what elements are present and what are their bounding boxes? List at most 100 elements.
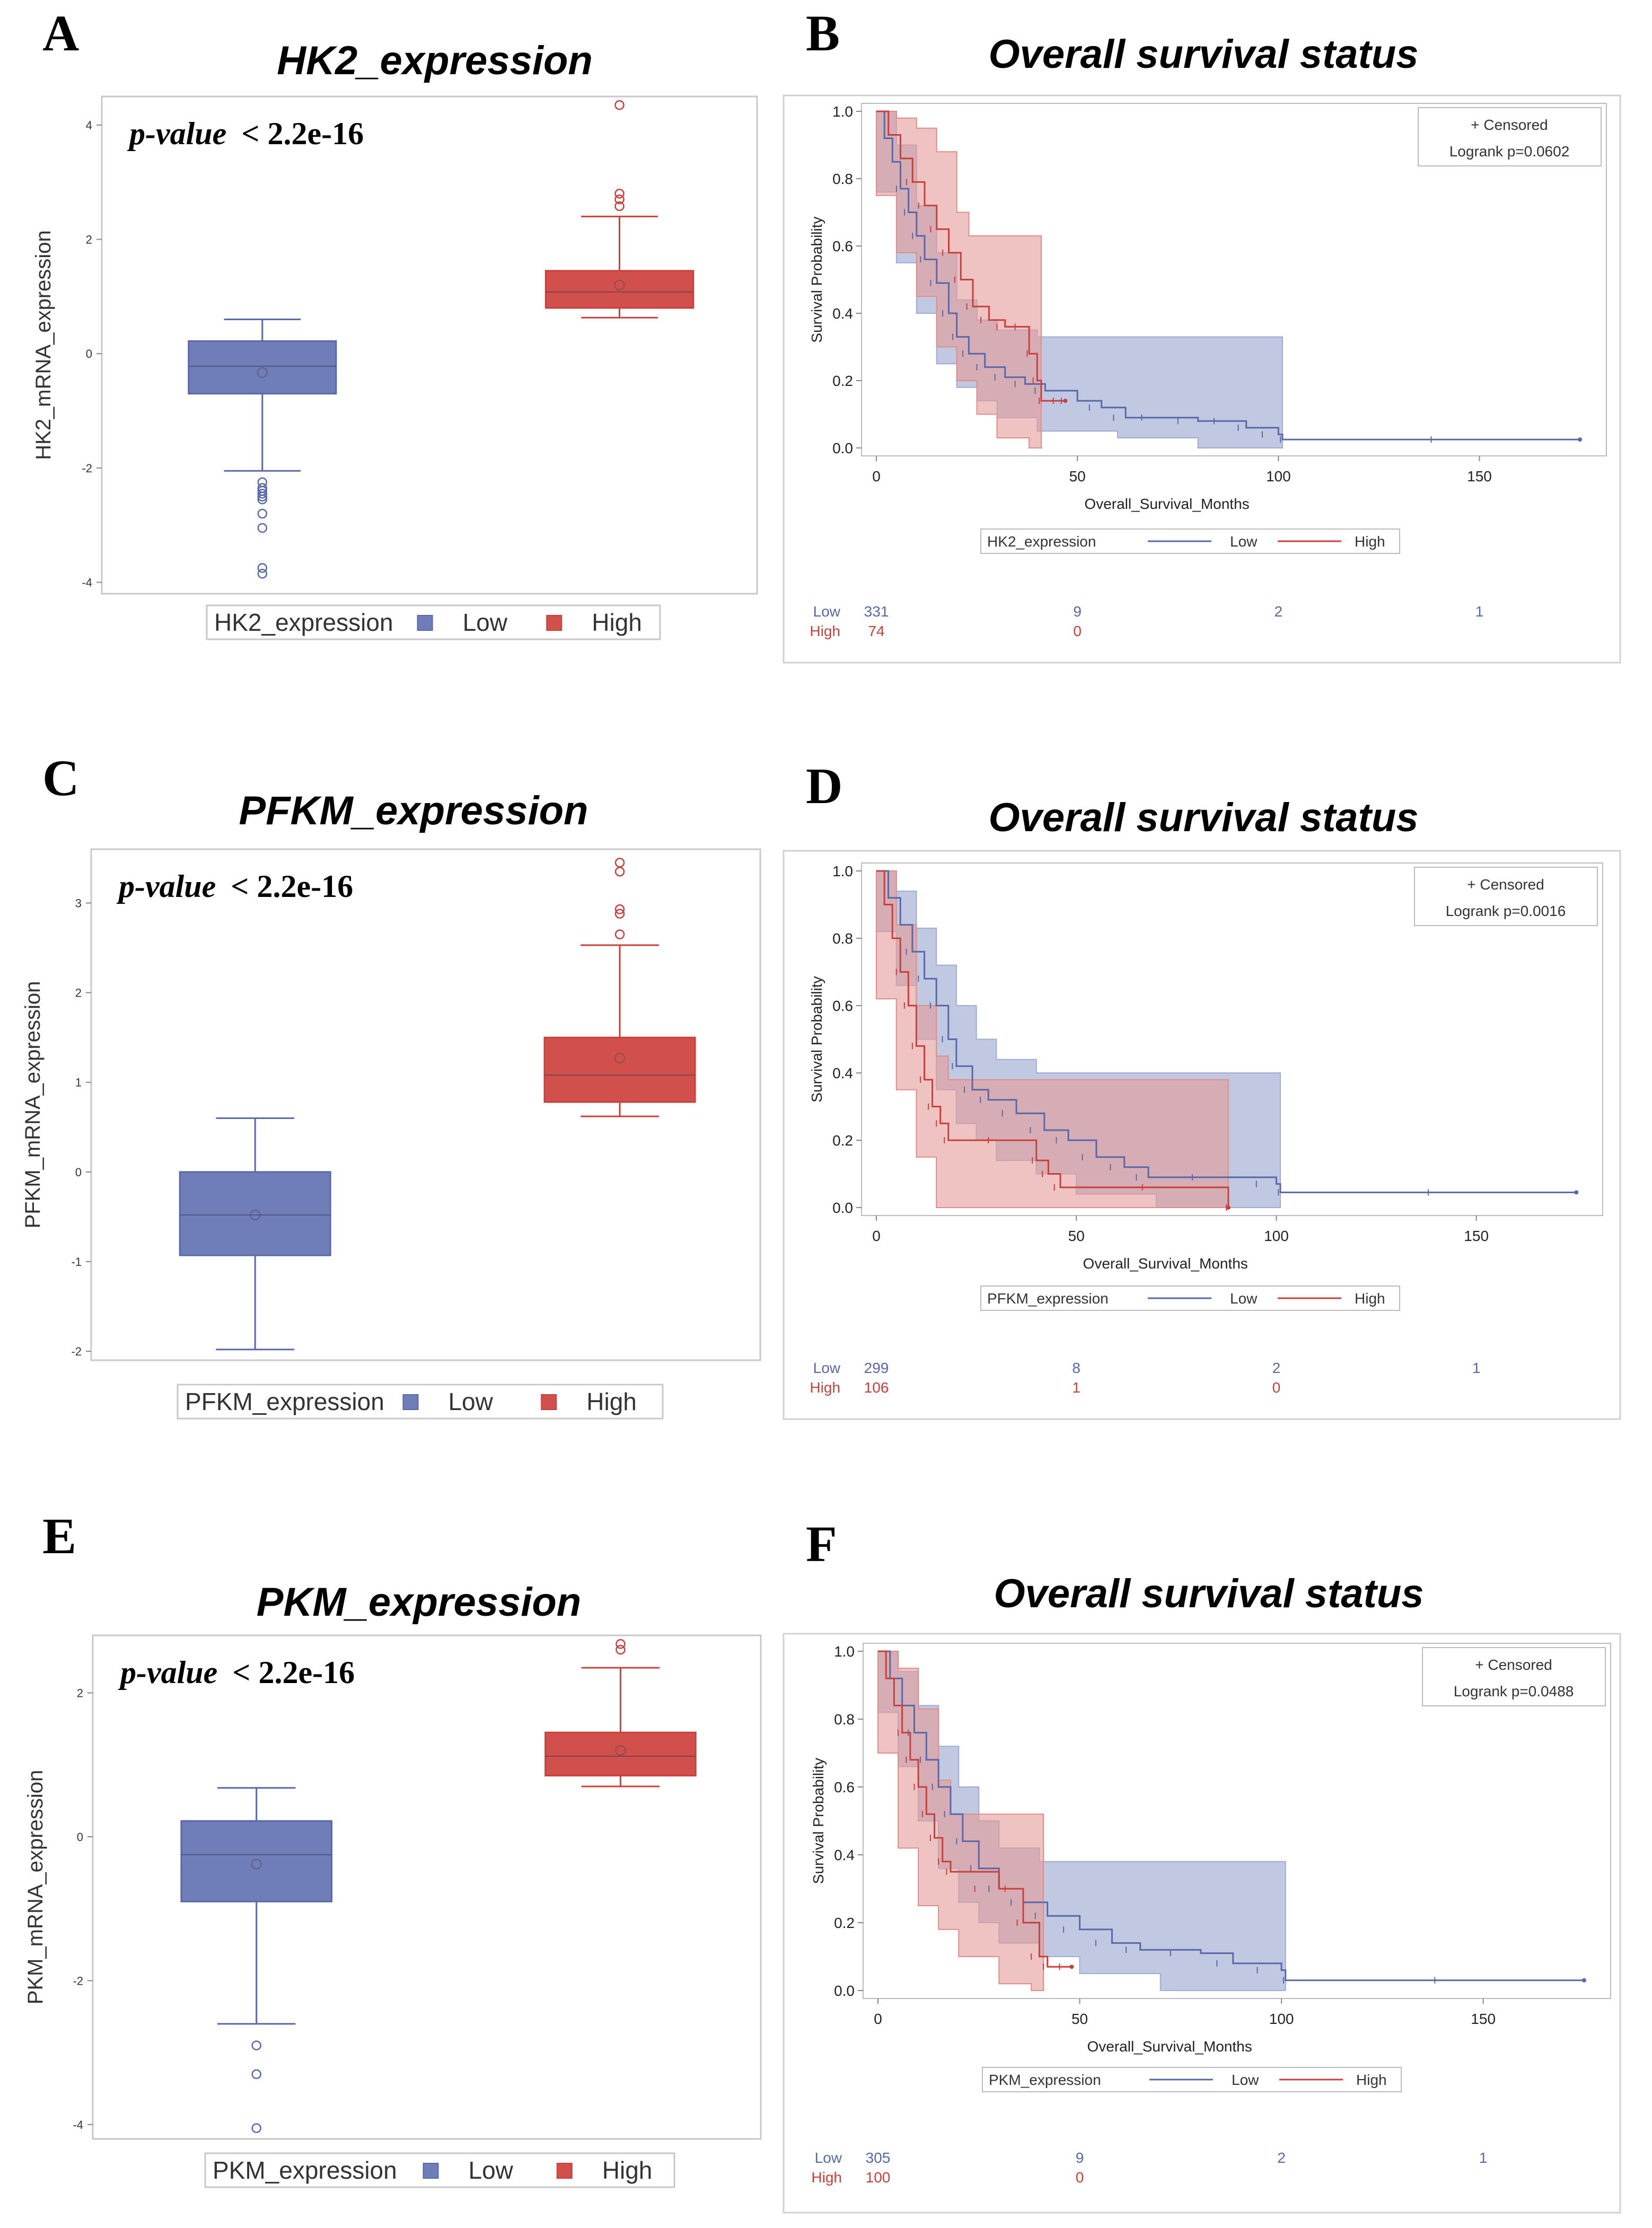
box-iqr (180, 1820, 332, 1903)
ci-band-high (877, 1651, 1044, 1991)
y-tick-label: 0.4 (832, 305, 853, 322)
survival-plot-pkm: Overall survival status 0.0 0.2 0.4 0.6 0.8 1.… (783, 1571, 1621, 2214)
box-iqr (543, 1036, 696, 1103)
at-risk-count: 1 (1479, 2150, 1488, 2166)
chart-title: Overall survival status (988, 32, 1418, 77)
y-tick-label: -2 (73, 1974, 83, 1987)
legend-label-low: Low (1230, 533, 1258, 550)
ci-band-high (876, 111, 1042, 448)
y-tick-label: 2 (77, 1687, 83, 1700)
plot-frame (861, 862, 1603, 1216)
x-tick-label: 50 (1071, 2011, 1088, 2027)
p-value-label: p-value (118, 1655, 217, 1690)
y-tick-label: -2 (71, 1345, 82, 1358)
censored-label: + Censored (1467, 876, 1544, 893)
y-axis-label: HK2_mRNA_expression (32, 230, 55, 460)
x-tick-label: 150 (1467, 468, 1492, 485)
p-value-label: p-value (127, 116, 226, 151)
y-tick-label: 0.2 (834, 1915, 855, 1931)
legend-frame (177, 1384, 664, 1420)
box-iqr (544, 270, 694, 309)
legend-label-low: Low (1230, 1290, 1258, 1307)
outlier-point (257, 491, 268, 501)
legend-frame (204, 2152, 675, 2188)
survival-curve-high (878, 1650, 1072, 1968)
panel-letter-e: E (42, 1508, 76, 1564)
legend-swatch-low (423, 2163, 439, 2179)
at-risk-label-high: High (810, 623, 840, 639)
at-risk-count: 106 (864, 1379, 889, 1396)
legend-label-high: High (1355, 1290, 1385, 1307)
x-tick-label: 150 (1471, 2011, 1496, 2027)
chart-title: Overall survival status (988, 795, 1418, 840)
censor-end-marker (1063, 399, 1068, 403)
outlier-point (614, 100, 625, 110)
y-tick-label: 0.0 (832, 440, 853, 456)
legend-label-high: High (586, 1388, 637, 1415)
x-tick-label: 0 (872, 468, 881, 485)
at-risk-label-low: Low (813, 603, 841, 620)
mean-marker (250, 1210, 261, 1221)
p-value-text: p-value < 2.2e-16 (127, 116, 364, 151)
y-tick-label: 1.0 (834, 1643, 855, 1660)
y-tick-label: 0.6 (832, 998, 853, 1014)
censored-label: + Censored (1475, 1657, 1552, 1673)
y-axis-label: Survival Probability (810, 1758, 827, 1884)
x-tick-label: 100 (1266, 468, 1291, 485)
censor-end-marker (1069, 1965, 1074, 1969)
panel-letter-a: A (42, 5, 79, 61)
survival-plot-pfkm: Overall survival status 0.0 0.2 0.4 0.6 0.8 1.… (783, 795, 1621, 1420)
legend-label-high: High (602, 2156, 653, 2184)
legend-title: PFKM_expression (987, 1290, 1109, 1307)
outlier-point (614, 904, 625, 914)
y-tick-label: 0 (86, 347, 92, 360)
box-low (180, 1787, 332, 2133)
plot-frame (863, 1643, 1611, 1999)
y-tick-label: 4 (86, 119, 92, 132)
y-tick-label: 0.2 (832, 373, 853, 389)
legend-frame (206, 604, 661, 640)
panel-letter-f: F (806, 1516, 837, 1572)
y-tick-label: 1.0 (832, 103, 853, 120)
p-value-text: p-value < 2.2e-16 (116, 869, 353, 904)
censor-end-marker (1578, 437, 1583, 442)
y-tick-label: -4 (73, 2118, 83, 2132)
at-risk-count: 305 (866, 2150, 891, 2166)
y-tick-label: 0 (77, 1830, 83, 1844)
at-risk-count: 0 (1076, 2169, 1084, 2186)
y-tick-label: 2 (86, 233, 92, 246)
outlier-point (616, 1639, 626, 1649)
outer-frame (783, 850, 1621, 1420)
boxplot-pkm: PKM_expression p-value < 2.2e-16 2 0 -2 -4 PKM_… (24, 1580, 762, 2188)
legend-title: HK2_expression (214, 609, 393, 636)
chart-title: PKM_expression (257, 1580, 581, 1625)
panel-letter-b: B (806, 5, 840, 61)
outlier-point (614, 929, 625, 939)
box-high (544, 1639, 697, 1787)
box-high (544, 100, 694, 319)
legend-label-low: Low (463, 609, 508, 636)
x-tick-label: 0 (874, 2011, 882, 2027)
panel-letter-d: D (806, 758, 842, 814)
outlier-point (614, 201, 625, 212)
box-legend: PKM_expression Low High (204, 2152, 675, 2188)
y-tick-label: 1 (75, 1076, 82, 1089)
panel-letter-c: C (42, 750, 79, 806)
outlier-point (257, 494, 268, 505)
legend-swatch-low (417, 615, 433, 631)
at-risk-count: 1 (1472, 1360, 1481, 1376)
x-tick-label: 50 (1069, 468, 1086, 485)
y-axis-label: Survival Probability (809, 976, 825, 1102)
y-tick-label: 0.2 (832, 1132, 853, 1149)
logrank-label: Logrank p=0.0602 (1449, 143, 1570, 160)
outlier-point (616, 1644, 626, 1655)
x-tick-label: 100 (1269, 2011, 1294, 2027)
legend-swatch-high (546, 615, 563, 631)
chart-title: PFKM_expression (239, 788, 588, 833)
box-iqr (544, 1731, 697, 1777)
p-value-number: < 2.2e-16 (241, 116, 364, 151)
outlier-point (257, 523, 268, 533)
logrank-box (1418, 107, 1602, 166)
p-value-label: p-value (116, 869, 216, 904)
